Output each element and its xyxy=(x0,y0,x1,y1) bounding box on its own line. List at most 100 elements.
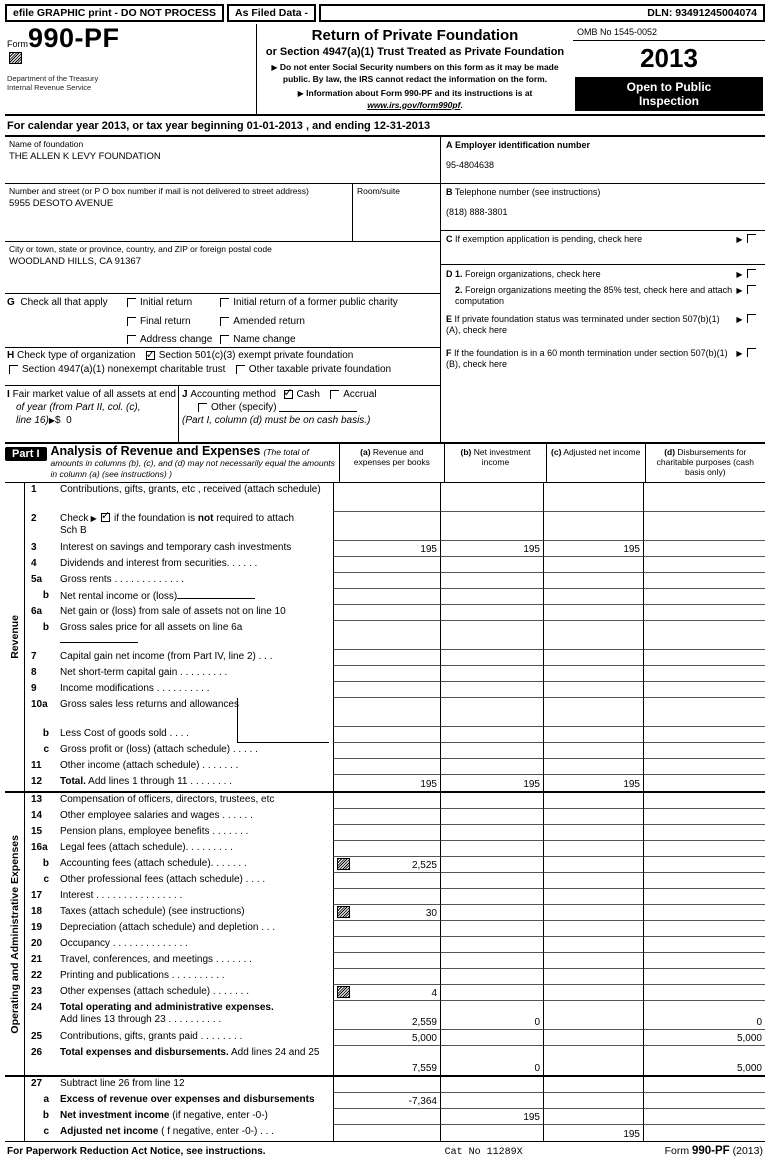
amount-cell-d[interactable] xyxy=(643,557,765,573)
attachment-icon[interactable] xyxy=(337,986,350,998)
checkbox-name-change[interactable] xyxy=(220,335,230,344)
amount-cell-c[interactable] xyxy=(543,1001,643,1030)
amount-cell-c[interactable] xyxy=(543,1093,643,1109)
amount-cell-a[interactable] xyxy=(333,953,440,969)
attachment-icon[interactable] xyxy=(337,858,350,870)
amount-cell-d[interactable]: 5,000 xyxy=(643,1046,765,1075)
amount-cell-d[interactable] xyxy=(643,650,765,666)
amount-cell-d[interactable] xyxy=(643,889,765,905)
amount-cell-c[interactable] xyxy=(543,698,643,727)
checkbox-exemption-pending[interactable] xyxy=(747,234,756,243)
amount-cell-c[interactable] xyxy=(543,793,643,809)
amount-cell-a[interactable] xyxy=(333,921,440,937)
amount-cell-b[interactable] xyxy=(440,557,543,573)
checkbox-initial-return[interactable] xyxy=(127,298,136,307)
checkbox-foreign-85[interactable] xyxy=(747,284,756,294)
amount-cell-b[interactable] xyxy=(440,727,543,743)
checkbox-other-taxable[interactable] xyxy=(235,365,245,374)
amount-cell-a[interactable] xyxy=(333,557,440,573)
checkbox-60-month[interactable] xyxy=(747,347,756,357)
amount-cell-b[interactable] xyxy=(440,483,543,512)
amount-cell-b[interactable] xyxy=(440,889,543,905)
amount-cell-b[interactable] xyxy=(440,698,543,727)
amount-cell-d[interactable] xyxy=(643,775,765,791)
checkbox-cash[interactable] xyxy=(283,387,293,400)
amount-cell-a[interactable] xyxy=(333,698,440,727)
checkbox-other-method[interactable] xyxy=(198,403,207,412)
amount-cell-c[interactable] xyxy=(543,873,643,889)
amount-cell-c[interactable] xyxy=(543,743,643,759)
amount-cell-b[interactable] xyxy=(440,953,543,969)
amount-cell-b[interactable]: 195 xyxy=(440,1109,543,1125)
amount-cell-c[interactable] xyxy=(543,921,643,937)
amount-cell-d[interactable] xyxy=(643,793,765,809)
checkbox-not-required-schb[interactable] xyxy=(100,510,110,522)
amount-cell-d[interactable] xyxy=(643,873,765,889)
amount-cell-d[interactable] xyxy=(643,512,765,541)
amount-cell-d[interactable] xyxy=(643,483,765,512)
amount-cell-a[interactable]: 195 xyxy=(333,775,440,791)
write-in-line[interactable] xyxy=(60,634,138,643)
amount-cell-d[interactable] xyxy=(643,1093,765,1109)
amount-cell-d[interactable] xyxy=(643,541,765,557)
checkbox-501c3[interactable] xyxy=(145,348,155,361)
amount-cell-a[interactable]: 7,559 xyxy=(333,1046,440,1075)
amount-cell-d[interactable] xyxy=(643,698,765,727)
amount-cell-c[interactable]: 195 xyxy=(543,541,643,557)
amount-cell-b[interactable] xyxy=(440,921,543,937)
amount-cell-b[interactable] xyxy=(440,512,543,541)
amount-cell-c[interactable]: 195 xyxy=(543,775,643,791)
amount-cell-c[interactable] xyxy=(543,650,643,666)
amount-cell-b[interactable] xyxy=(440,759,543,775)
irs-gov-link[interactable]: www.irs.gov/form990pf xyxy=(367,99,461,110)
amount-cell-a[interactable] xyxy=(333,873,440,889)
amount-cell-d[interactable] xyxy=(643,743,765,759)
amount-cell-c[interactable] xyxy=(543,666,643,682)
amount-cell-b[interactable] xyxy=(440,985,543,1001)
amount-cell-a[interactable] xyxy=(333,1125,440,1141)
amount-cell-a[interactable] xyxy=(333,969,440,985)
amount-cell-c[interactable] xyxy=(543,1046,643,1075)
amount-cell-b[interactable] xyxy=(440,809,543,825)
amount-cell-c[interactable] xyxy=(543,727,643,743)
amount-cell-c[interactable] xyxy=(543,825,643,841)
amount-cell-b[interactable] xyxy=(440,666,543,682)
amount-cell-a[interactable]: 4 xyxy=(333,985,440,1001)
amount-cell-b[interactable]: 0 xyxy=(440,1046,543,1075)
amount-cell-c[interactable] xyxy=(543,557,643,573)
amount-cell-c[interactable] xyxy=(543,985,643,1001)
amount-cell-d[interactable] xyxy=(643,666,765,682)
amount-cell-c[interactable] xyxy=(543,1030,643,1046)
amount-cell-b[interactable] xyxy=(440,969,543,985)
checkbox-accrual[interactable] xyxy=(330,390,340,399)
amount-cell-d[interactable] xyxy=(643,621,765,650)
amount-cell-a[interactable] xyxy=(333,825,440,841)
amount-cell-b[interactable] xyxy=(440,573,543,589)
checkbox-address-change[interactable] xyxy=(127,335,136,344)
amount-cell-b[interactable]: 0 xyxy=(440,1001,543,1030)
amount-cell-c[interactable] xyxy=(543,905,643,921)
amount-cell-a[interactable] xyxy=(333,841,440,857)
amount-cell-d[interactable] xyxy=(643,809,765,825)
amount-cell-a[interactable] xyxy=(333,512,440,541)
amount-cell-d[interactable] xyxy=(643,937,765,953)
amount-cell-d[interactable] xyxy=(643,969,765,985)
amount-cell-d[interactable] xyxy=(643,905,765,921)
amount-cell-b[interactable] xyxy=(440,605,543,621)
amount-cell-b[interactable] xyxy=(440,1093,543,1109)
amount-cell-c[interactable] xyxy=(543,512,643,541)
amount-cell-c[interactable] xyxy=(543,682,643,698)
amount-cell-b[interactable]: 195 xyxy=(440,541,543,557)
checkbox-4947a1[interactable] xyxy=(9,365,18,374)
amount-cell-d[interactable] xyxy=(643,825,765,841)
amount-cell-b[interactable] xyxy=(440,937,543,953)
amount-cell-a[interactable] xyxy=(333,759,440,775)
amount-cell-b[interactable] xyxy=(440,825,543,841)
amount-cell-a[interactable] xyxy=(333,937,440,953)
amount-cell-b[interactable] xyxy=(440,682,543,698)
amount-cell-d[interactable] xyxy=(643,953,765,969)
sub-amount-box[interactable] xyxy=(237,727,329,743)
checkbox-foreign-org[interactable] xyxy=(747,269,756,278)
amount-cell-a[interactable] xyxy=(333,483,440,512)
amount-cell-a[interactable]: 195 xyxy=(333,541,440,557)
